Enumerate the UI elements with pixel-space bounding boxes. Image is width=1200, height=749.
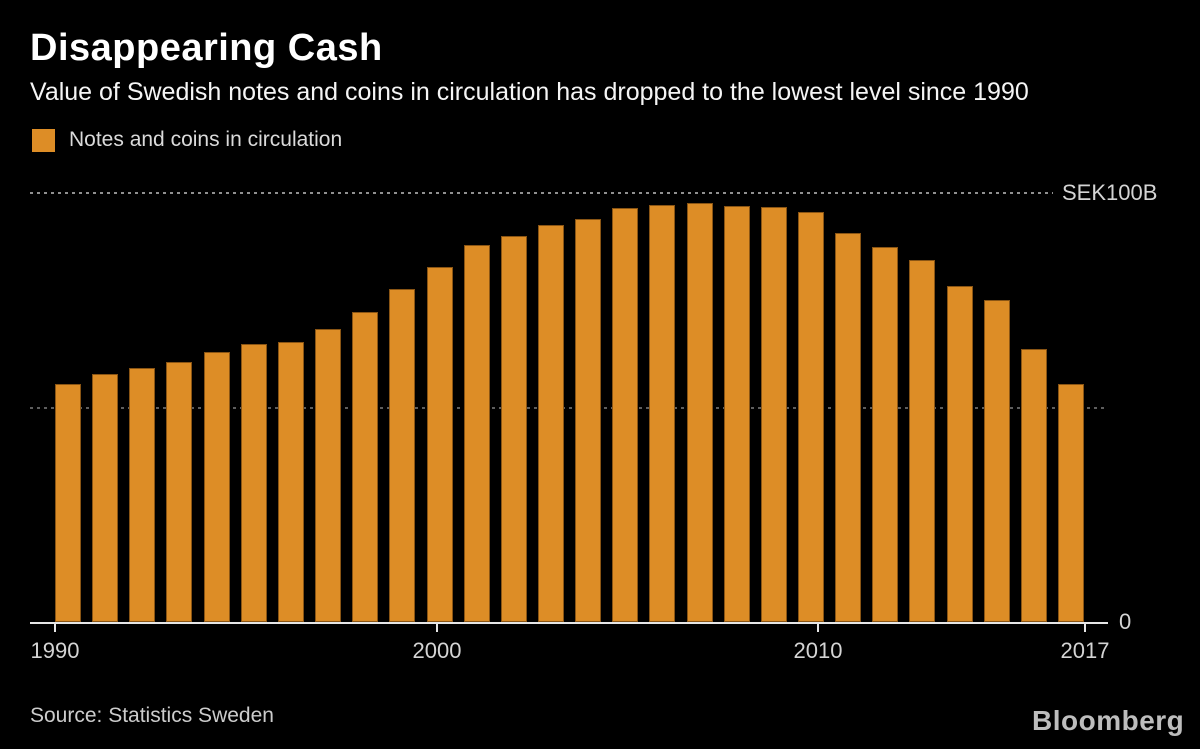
bar-2006 bbox=[649, 205, 675, 622]
bar-2000 bbox=[427, 267, 453, 622]
bar-2001 bbox=[464, 245, 490, 622]
bar-1992 bbox=[129, 368, 155, 622]
bar-1993 bbox=[166, 362, 192, 622]
x-tick-label-2010: 2010 bbox=[793, 638, 843, 663]
bar-2011 bbox=[835, 233, 861, 622]
x-tick-label-1990: 1990 bbox=[30, 638, 80, 663]
chart-title: Disappearing Cash bbox=[30, 27, 383, 69]
bar-2013 bbox=[909, 260, 935, 622]
bar-2002 bbox=[501, 236, 527, 622]
plot-area: 1990 2000 2010 2017 SEK100B 0 bbox=[30, 180, 1158, 663]
bar-1996 bbox=[278, 342, 304, 622]
x-tick-2017 bbox=[1084, 624, 1086, 632]
gridline-50b bbox=[30, 407, 1106, 409]
bar-1995 bbox=[241, 344, 267, 622]
bar-2015 bbox=[984, 300, 1010, 622]
x-tick-label-2000: 2000 bbox=[412, 638, 462, 663]
bar-1994 bbox=[204, 352, 230, 622]
bar-2008 bbox=[724, 206, 750, 622]
x-tick-2010 bbox=[817, 624, 819, 632]
bar-2012 bbox=[872, 247, 898, 622]
bar-2010 bbox=[798, 212, 824, 622]
x-tick-label-2017: 2017 bbox=[1060, 638, 1110, 663]
y-axis-label-100b: SEK100B bbox=[1062, 180, 1158, 205]
legend-label: Notes and coins in circulation bbox=[69, 128, 343, 151]
legend: Notes and coins in circulation bbox=[32, 128, 342, 152]
chart-subtitle: Value of Swedish notes and coins in circ… bbox=[30, 78, 1029, 106]
bar-2003 bbox=[538, 225, 564, 622]
x-axis-line bbox=[30, 622, 1108, 624]
bar-2007 bbox=[687, 203, 713, 622]
bar-2014 bbox=[947, 286, 973, 622]
bar-2016 bbox=[1021, 349, 1047, 622]
gridline-100b bbox=[30, 192, 1053, 194]
bar-1998 bbox=[352, 312, 378, 622]
x-tick-2000 bbox=[436, 624, 438, 632]
bar-1997 bbox=[315, 329, 341, 622]
x-tick-1990 bbox=[54, 624, 56, 632]
bar-2009 bbox=[761, 207, 787, 622]
bloomberg-logo: Bloomberg bbox=[1032, 705, 1185, 736]
bar-1999 bbox=[389, 289, 415, 622]
bar-1991 bbox=[92, 374, 118, 622]
y-axis-label-0: 0 bbox=[1119, 609, 1132, 634]
bar-2004 bbox=[575, 219, 601, 622]
source-credit: Source: Statistics Sweden bbox=[30, 704, 274, 727]
bar-2017 bbox=[1058, 384, 1084, 622]
bar-1990 bbox=[55, 384, 81, 622]
bar-2005 bbox=[612, 208, 638, 622]
legend-swatch-icon bbox=[32, 128, 55, 152]
